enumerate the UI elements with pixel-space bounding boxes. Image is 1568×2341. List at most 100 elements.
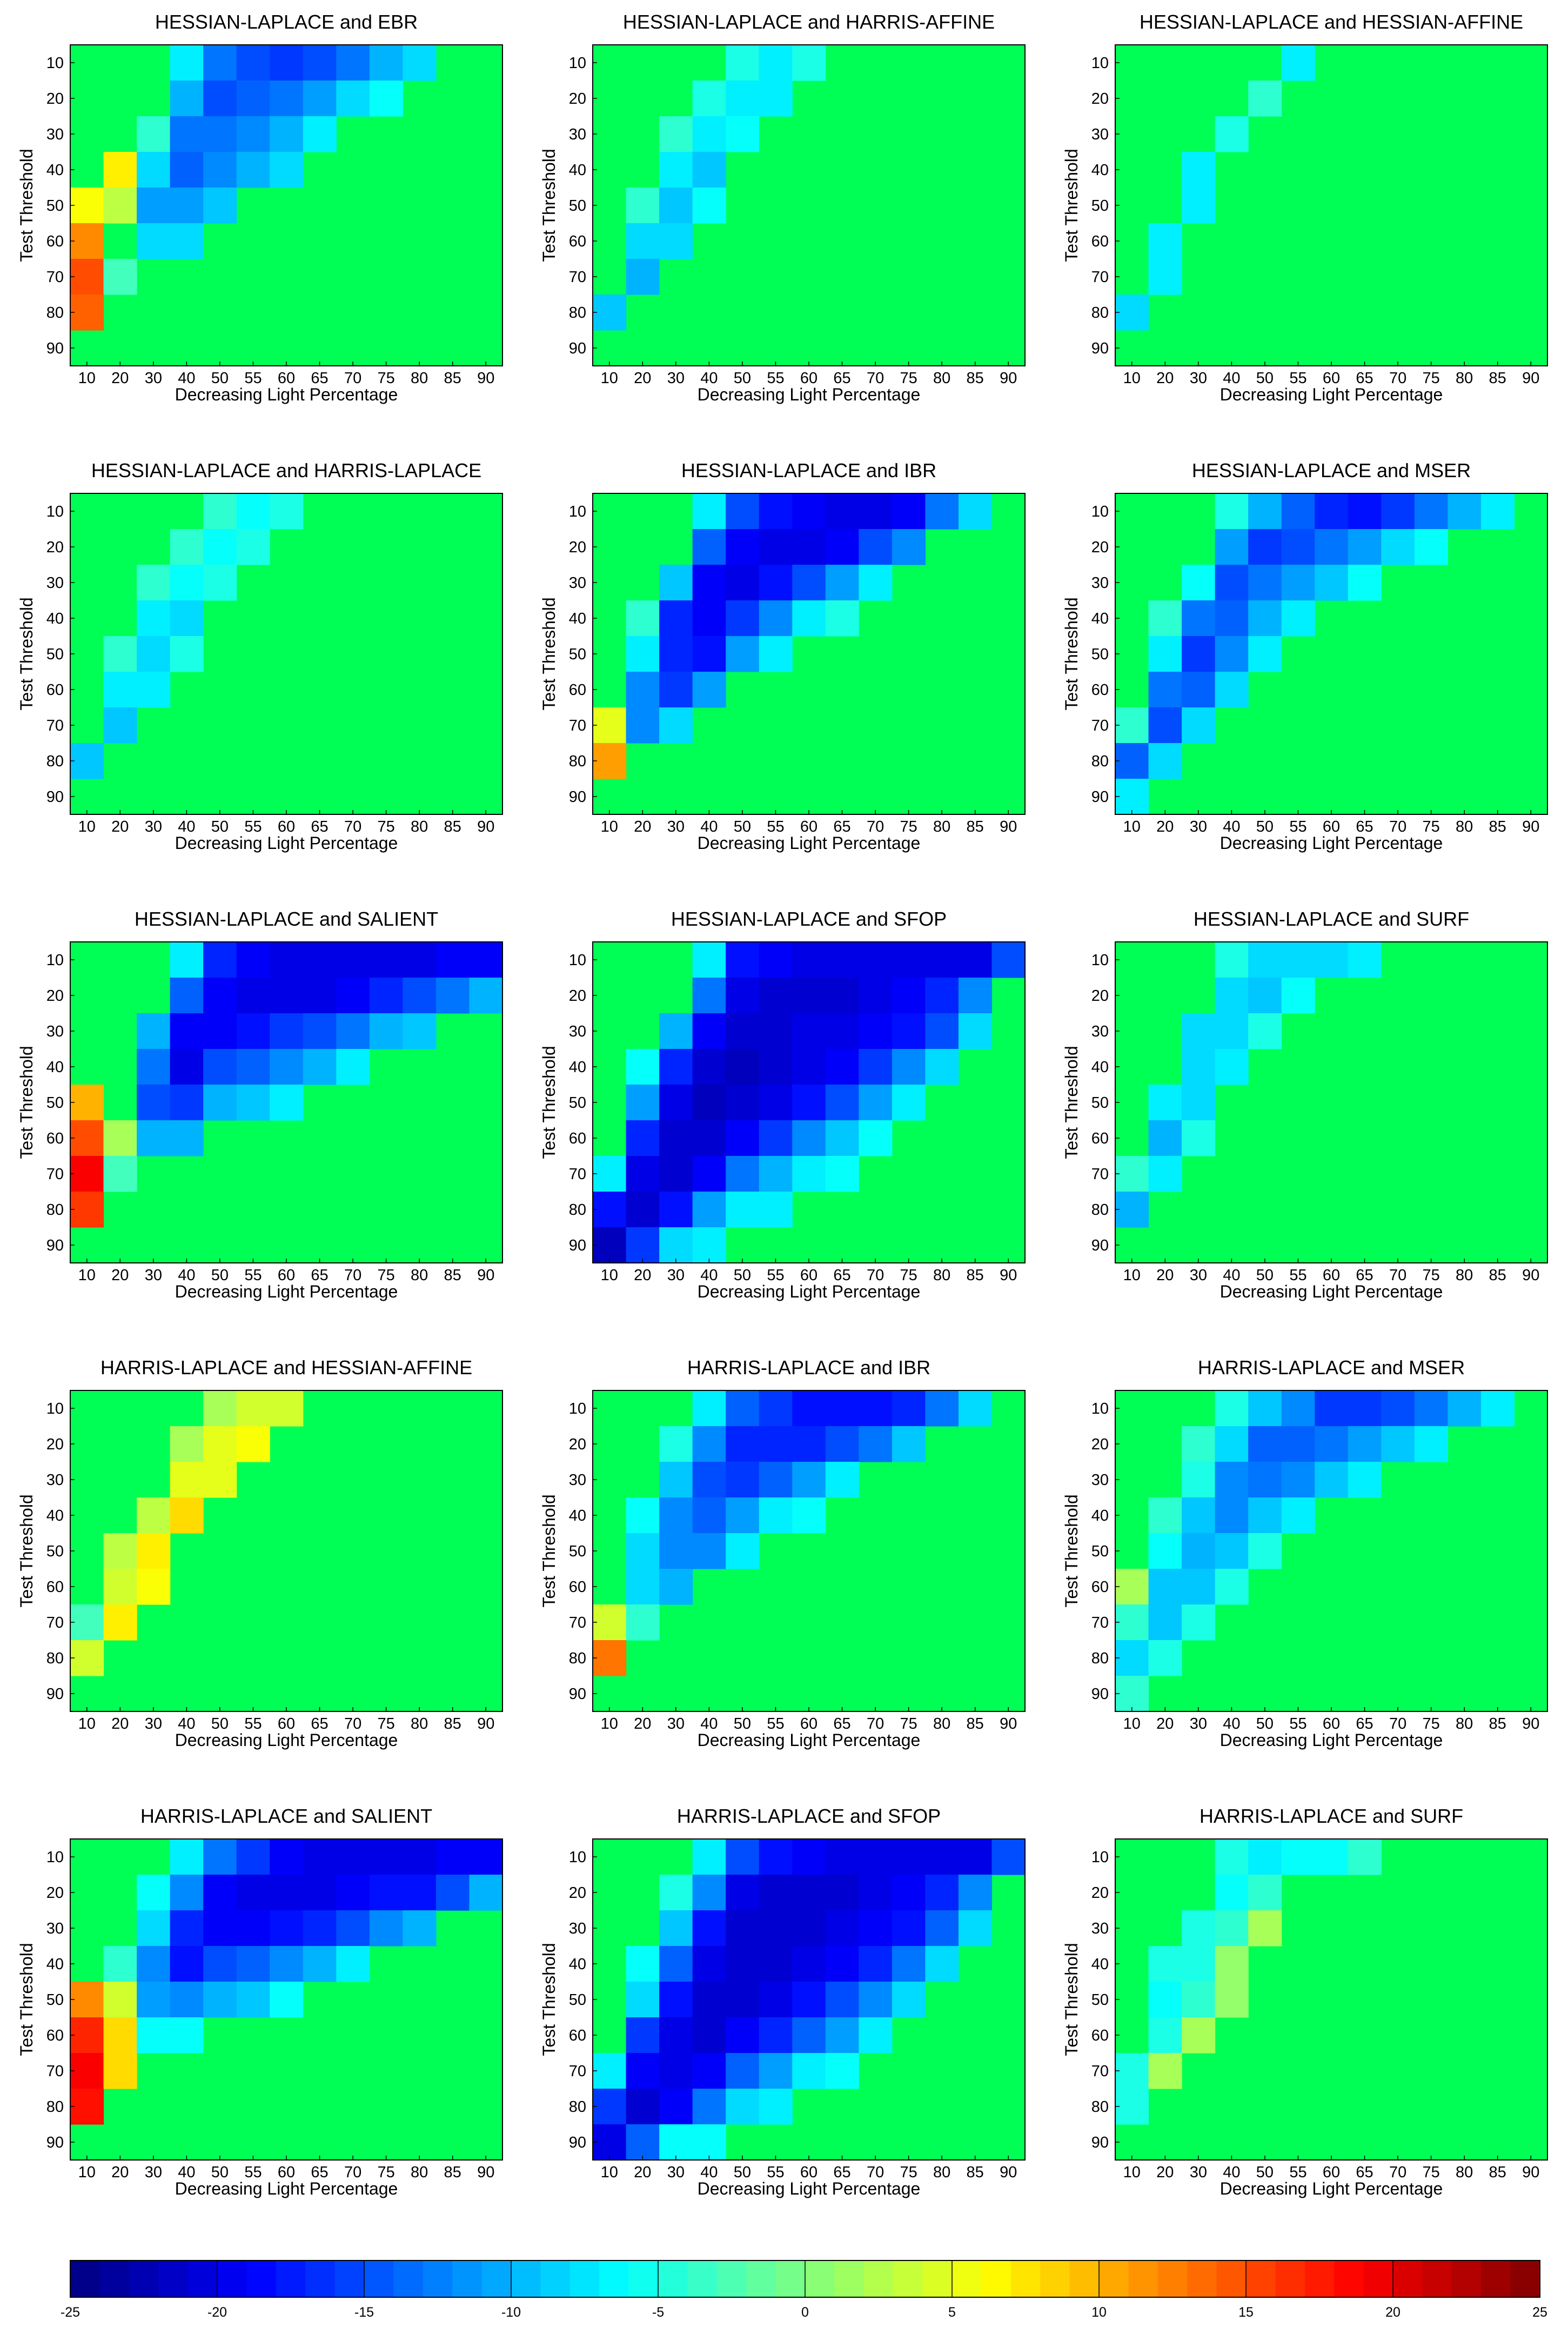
heatmap-cell [70,1604,104,1641]
y-tick-label: 80 [46,2098,64,2116]
y-tick-label: 60 [569,1578,586,1596]
x-tick-label: 40 [178,2164,195,2181]
x-tick-label: 60 [1323,370,1340,387]
x-tick-label: 40 [700,818,718,835]
x-tick-label: 10 [601,818,618,835]
heatmap-cell [1215,1910,1249,1947]
x-tick-label: 70 [867,1715,884,1733]
heatmap-cell [692,1192,726,1228]
heatmap-cell [659,1569,693,1605]
y-tick-label: 20 [569,1884,586,1902]
heatmap-cell [593,707,627,744]
heatmap-cell [692,1227,726,1263]
heatmap-cell [1148,2053,1182,2089]
heatmap-cell [892,1426,926,1462]
heatmap-cell [1148,743,1182,779]
y-tick-label: 10 [1091,1849,1109,1866]
heatmap-cell [659,116,693,152]
heatmap-cell [1215,1049,1249,1085]
heatmap-cell [270,81,304,117]
y-axis-label: Test Threshold [1062,1046,1081,1159]
heatmap-cell [859,565,893,601]
y-tick-label: 90 [569,1237,586,1254]
heatmap-cell [1148,1569,1182,1605]
heatmap-cell [825,1156,859,1192]
x-tick-label: 90 [1522,818,1539,835]
heatmap-cell [137,1049,171,1085]
x-tick-label: 60 [800,2164,817,2181]
heatmap-cell [626,1569,660,1605]
heatmap-cell [1248,1875,1282,1911]
y-tick-label: 30 [569,1472,586,1489]
colorbar-swatch [1304,2260,1335,2297]
x-tick-label: 90 [1000,2164,1017,2181]
y-tick-label: 70 [46,717,64,734]
heatmap-cell [1148,707,1182,744]
y-tick-label: 20 [569,539,586,556]
heatmap-cell [726,978,760,1014]
heatmap-cell [137,152,171,188]
panel-title: HESSIAN-LAPLACE and MSER [1192,459,1471,481]
x-axis-label: Decreasing Light Percentage [698,2179,921,2198]
x-tick-label: 50 [211,1267,229,1284]
heatmap-cell [726,942,760,978]
y-tick-label: 50 [46,1543,64,1560]
x-tick-label: 30 [667,1715,685,1733]
colorbar-swatch [1069,2260,1100,2297]
heatmap-cell [1215,978,1249,1014]
heatmap-cell [170,978,204,1014]
x-axis-label: Decreasing Light Percentage [175,2179,398,2198]
colorbar-swatch [1128,2260,1158,2297]
heatmap-cell [726,1156,760,1192]
heatmap-cell [435,1875,470,1911]
heatmap-cell [1182,2017,1216,2054]
heatmap-panel: HESSIAN-LAPLACE and EBR 10 20 30 40 50 55 60 65 7… [17,11,503,404]
x-tick-label: 30 [1190,1267,1207,1284]
colorbar-swatch [834,2260,865,2297]
y-tick-label: 70 [46,1166,64,1183]
heatmap-cell [203,81,237,117]
y-tick-label: 50 [46,1094,64,1112]
y-tick-label: 70 [1091,717,1109,734]
heatmap-cell [726,1946,760,1982]
heatmap-cell [336,1875,370,1911]
heatmap-cell [236,493,270,530]
x-tick-label: 10 [78,1715,96,1733]
y-axis-label: Test Threshold [539,597,559,710]
colorbar-swatch [276,2260,306,2297]
heatmap-cell [1182,188,1216,224]
heatmap-cell [303,1910,337,1947]
x-tick-label: 65 [833,370,850,387]
heatmap-cell [726,81,760,117]
colorbar-swatch [1422,2260,1452,2297]
y-tick-label: 60 [46,681,64,699]
heatmap-cell [1248,565,1282,601]
x-tick-label: 20 [1156,818,1174,835]
y-tick-label: 30 [46,1023,64,1040]
heatmap-cell [270,1049,304,1085]
y-tick-label: 70 [569,1166,586,1183]
heatmap-cell [1215,1390,1249,1427]
colorbar-swatch [569,2260,600,2297]
y-tick-label: 10 [46,55,64,72]
heatmap-cell [270,1839,304,1875]
colorbar-swatch [217,2260,247,2297]
y-tick-label: 20 [46,1436,64,1453]
colorbar-swatch [922,2260,953,2297]
heatmap-cell [1248,1390,1282,1427]
heatmap-cell [626,223,660,259]
y-tick-label: 50 [569,1991,586,2009]
heatmap-cell [792,1875,826,1911]
heatmap-cell [170,1120,204,1156]
heatmap-cell [759,45,793,81]
panel-title: HESSIAN-LAPLACE and HARRIS-AFFINE [623,11,995,33]
heatmap-cell [403,45,437,81]
heatmap-cell [369,942,403,978]
heatmap-cell [825,600,859,637]
heatmap-cell [626,259,660,295]
x-tick-label: 30 [667,2164,685,2181]
heatmap-cell [792,529,826,565]
heatmap-cell [170,188,204,224]
x-tick-label: 55 [767,818,784,835]
heatmap-cell [1348,1426,1382,1462]
